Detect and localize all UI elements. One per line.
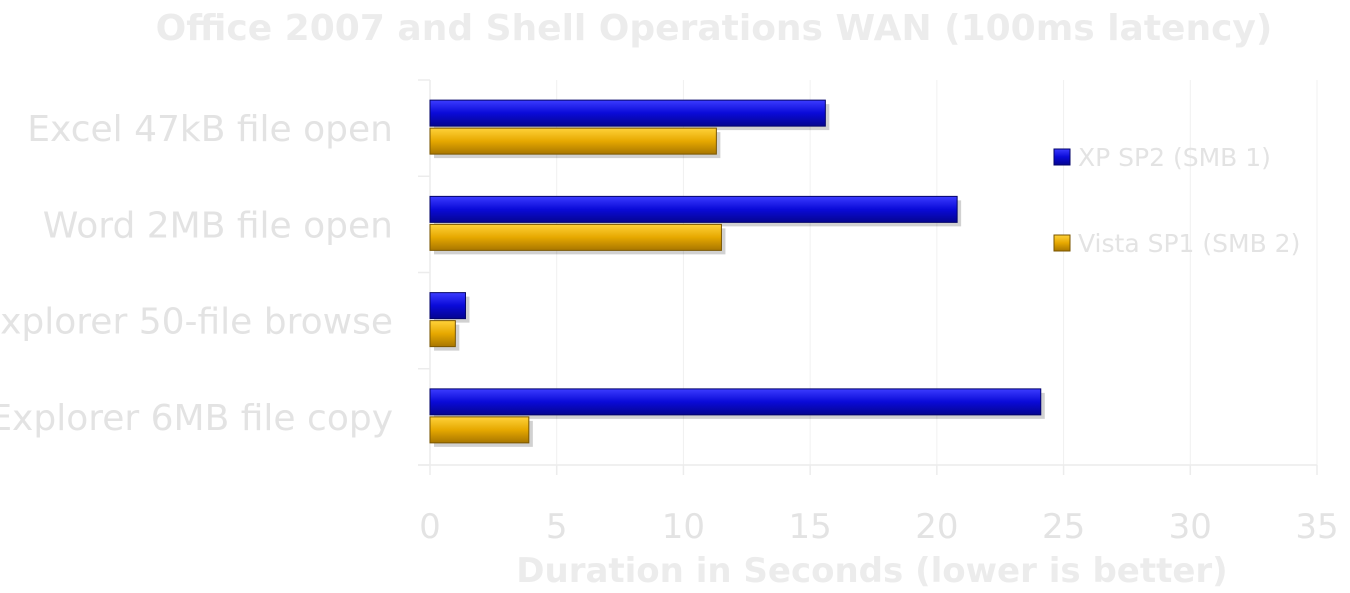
- bar: [429, 292, 466, 320]
- x-tick-label: 0: [419, 507, 441, 547]
- category-labels: Excel 47kB file open Word 2MB file open Ex…: [0, 109, 393, 439]
- bar: [429, 388, 1042, 416]
- legend-swatch: [1053, 234, 1071, 252]
- x-tick-label: 15: [789, 507, 832, 547]
- legend-label: Vista SP1 (SMB 2): [1078, 229, 1300, 258]
- category-label: Explorer 50-file browse: [0, 302, 393, 343]
- axes: [418, 79, 1318, 475]
- x-tick-label: 30: [1169, 507, 1212, 547]
- bar: [429, 416, 530, 444]
- category-label: Explorer 6MB file copy: [0, 398, 393, 439]
- bar: [429, 127, 717, 155]
- legend-label: XP SP2 (SMB 1): [1078, 143, 1271, 172]
- x-tick-label: 20: [915, 507, 958, 547]
- x-tick-labels: 0 5 10 15 20 25 30 35: [419, 507, 1338, 547]
- bars: [429, 99, 1045, 447]
- bar: [429, 320, 456, 348]
- bar: [429, 195, 958, 223]
- x-tick-label: 25: [1042, 507, 1085, 547]
- bar: [429, 99, 826, 127]
- bar: [429, 223, 722, 251]
- chart-title: Office 2007 and Shell Operations WAN (10…: [156, 8, 1273, 49]
- x-tick-label: 10: [662, 507, 705, 547]
- category-label: Word 2MB file open: [43, 205, 393, 246]
- x-axis-label: Duration in Seconds (lower is better): [516, 551, 1227, 591]
- legend: XP SP2 (SMB 1) Vista SP1 (SMB 2): [1053, 143, 1300, 258]
- legend-swatch: [1053, 148, 1071, 166]
- x-tick-label: 5: [546, 507, 568, 547]
- x-tick-label: 35: [1295, 507, 1338, 547]
- category-label: Excel 47kB file open: [27, 109, 393, 150]
